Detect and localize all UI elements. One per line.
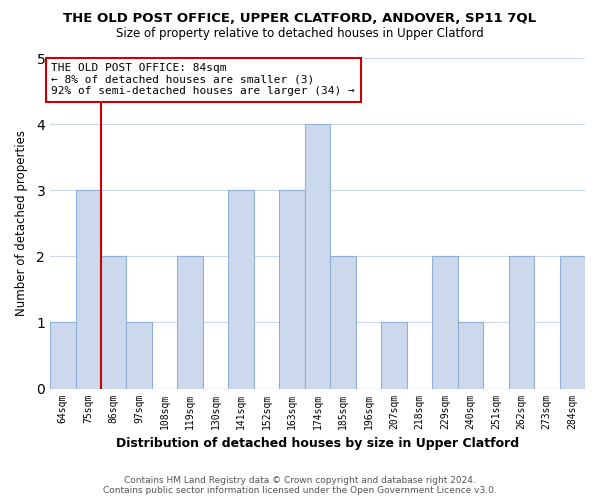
Bar (560, 256, 585, 388)
Bar (280, 190, 305, 388)
Bar (178, 256, 203, 388)
Bar (101, 256, 127, 388)
Bar (381, 322, 407, 388)
Y-axis label: Number of detached properties: Number of detached properties (15, 130, 28, 316)
Bar (330, 256, 356, 388)
X-axis label: Distribution of detached houses by size in Upper Clatford: Distribution of detached houses by size … (116, 437, 519, 450)
Text: Contains HM Land Registry data © Crown copyright and database right 2024.
Contai: Contains HM Land Registry data © Crown c… (103, 476, 497, 495)
Bar (458, 322, 483, 388)
Bar (432, 256, 458, 388)
Bar (76, 190, 101, 388)
Text: THE OLD POST OFFICE, UPPER CLATFORD, ANDOVER, SP11 7QL: THE OLD POST OFFICE, UPPER CLATFORD, AND… (64, 12, 536, 26)
Bar (305, 124, 330, 388)
Bar (50, 322, 76, 388)
Bar (127, 322, 152, 388)
Bar (229, 190, 254, 388)
Bar (509, 256, 534, 388)
Text: Size of property relative to detached houses in Upper Clatford: Size of property relative to detached ho… (116, 28, 484, 40)
Text: THE OLD POST OFFICE: 84sqm
← 8% of detached houses are smaller (3)
92% of semi-d: THE OLD POST OFFICE: 84sqm ← 8% of detac… (52, 64, 355, 96)
